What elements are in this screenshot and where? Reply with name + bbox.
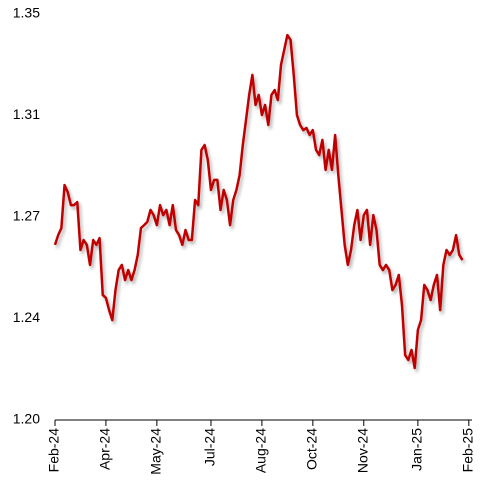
line-series <box>53 33 464 370</box>
x-tick-label: Oct-24 <box>304 428 320 470</box>
x-tick-label: Feb-25 <box>460 428 476 473</box>
x-tick-label: Jan-25 <box>409 428 425 471</box>
y-tick-label: 1.35 <box>13 5 40 21</box>
x-tick-label: Aug-24 <box>253 428 269 473</box>
y-tick-label: 1.20 <box>13 411 40 427</box>
x-tick-label: Apr-24 <box>97 428 113 470</box>
x-tick-label: Jul-24 <box>202 428 218 466</box>
y-tick-label: 1.24 <box>13 309 40 325</box>
y-tick-label: 1.27 <box>13 208 40 224</box>
y-tick-label: 1.31 <box>13 106 40 122</box>
x-tick-label: Feb-24 <box>46 428 62 473</box>
x-tick-label: Nov-24 <box>354 428 370 473</box>
x-tick-label: May-24 <box>148 428 164 475</box>
